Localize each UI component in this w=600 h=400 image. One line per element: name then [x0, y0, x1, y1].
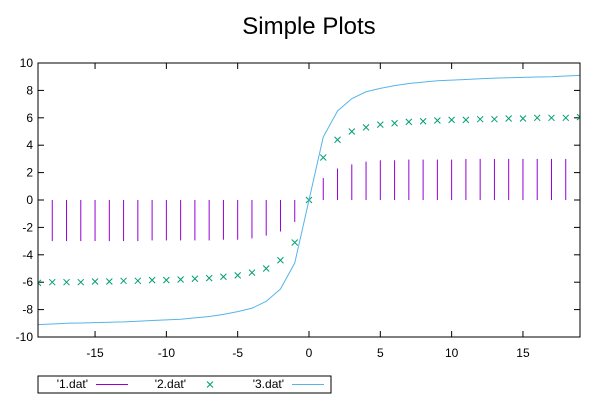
x-marker-point: [120, 277, 127, 285]
x-marker-point: [48, 278, 56, 286]
x-marker-point: [505, 115, 513, 122]
x-tick-label: 5: [377, 346, 384, 360]
legend-label: '3.dat': [253, 377, 284, 391]
x-marker-point: [205, 274, 213, 282]
x-marker-point: [134, 277, 142, 285]
y-tick-label: -4: [22, 248, 33, 262]
x-marker-point: [319, 154, 327, 161]
x-marker-point: [434, 117, 441, 124]
legend-label: '2.dat': [155, 377, 186, 391]
x-marker-point: [220, 273, 227, 281]
x-marker-point: [248, 269, 256, 276]
x-marker-point: [476, 115, 484, 123]
y-tick-label: 8: [26, 83, 33, 97]
x-marker-point: [105, 278, 113, 285]
x-marker-point: [38, 279, 42, 287]
x-marker-point: [262, 265, 270, 272]
legend-label: '1.dat': [57, 377, 88, 391]
x-marker-point: [163, 276, 170, 284]
series-group: [38, 74, 580, 326]
x-marker-point: [177, 276, 184, 283]
x-marker-point: [148, 276, 156, 284]
y-tick-label: 2: [26, 166, 33, 180]
x-marker-point: [376, 121, 384, 129]
x-marker-point: [63, 278, 70, 286]
x-marker-point: [334, 136, 341, 144]
x-marker-point: [491, 115, 498, 123]
x-tick-label: 0: [306, 346, 313, 360]
y-tick-label: 0: [26, 193, 33, 207]
x-marker-point: [348, 128, 356, 135]
x-marker-point: [291, 239, 299, 246]
series-line: [38, 74, 580, 326]
x-marker-point: [234, 271, 242, 279]
y-tick-label: -10: [16, 330, 34, 344]
y-tick-label: 4: [26, 138, 33, 152]
ticks-layer: -15 -10 -5 0 5 10 15 -10 -8 -6 -4 -2 0 2 4 6 8 10: [16, 56, 580, 360]
x-marker-point: [533, 114, 541, 122]
x-marker-point: [576, 113, 580, 121]
legend: '1.dat' '2.dat' '3.dat': [37, 375, 332, 394]
y-tick-label: -8: [22, 303, 33, 317]
y-tick-label: -6: [22, 275, 33, 289]
legend-box: [37, 375, 332, 394]
x-marker-point: [448, 116, 455, 124]
x-tick-label: 15: [516, 346, 530, 360]
chart-title: Simple Plots: [242, 13, 375, 40]
x-tick-label: -15: [86, 346, 104, 360]
x-marker-point: [191, 275, 199, 283]
x-marker-point: [362, 124, 370, 131]
x-tick-label: -5: [232, 346, 243, 360]
legend-sample: [206, 381, 214, 388]
y-tick-label: 6: [26, 111, 33, 125]
x-marker-point: [562, 114, 570, 122]
x-tick-label: 10: [445, 346, 459, 360]
y-tick-label: 10: [20, 56, 34, 70]
plot-frame: [37, 62, 581, 338]
x-marker-point: [405, 118, 413, 126]
x-marker-point: [277, 256, 284, 264]
x-marker-point: [91, 278, 99, 285]
x-marker-point: [548, 114, 555, 122]
x-marker-point: [391, 119, 398, 127]
x-marker-point: [419, 117, 427, 125]
y-tick-label: -2: [22, 220, 33, 234]
x-marker-point: [519, 115, 527, 122]
x-marker-point: [462, 116, 470, 124]
x-marker-point: [77, 278, 85, 286]
x-tick-label: -10: [158, 346, 176, 360]
series-layer: [38, 74, 580, 326]
